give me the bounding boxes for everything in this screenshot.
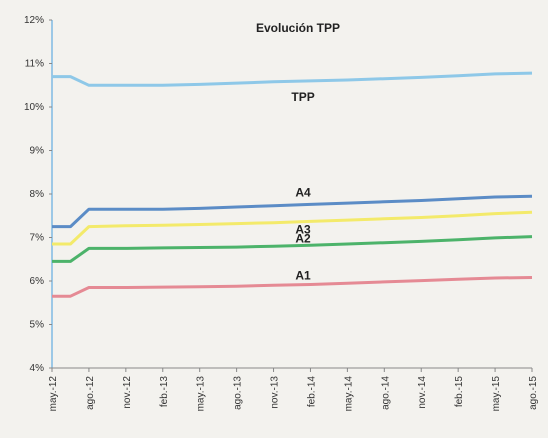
series-line-a4 bbox=[52, 194, 533, 229]
y-tick-label: 10% bbox=[24, 102, 44, 113]
series-line-a1 bbox=[52, 276, 533, 298]
x-tick-label: ago.-15 bbox=[528, 376, 539, 410]
y-tick-label: 9% bbox=[30, 146, 45, 157]
x-tick-label: may.-15 bbox=[491, 376, 502, 412]
series-line-a2 bbox=[52, 235, 533, 263]
y-tick-label: 6% bbox=[30, 276, 45, 287]
x-tick-label: may.-13 bbox=[196, 376, 207, 412]
x-tick-label: may.-14 bbox=[343, 376, 354, 412]
series-label-a4: A4 bbox=[295, 186, 311, 200]
y-tick-label: 4% bbox=[30, 363, 45, 374]
x-tick-label: may.-12 bbox=[48, 376, 59, 412]
y-tick-label: 8% bbox=[30, 189, 45, 200]
y-tick-label: 11% bbox=[25, 59, 44, 70]
series-label-a3: A3 bbox=[295, 223, 311, 237]
y-tick-label: 12% bbox=[24, 15, 44, 26]
chart-title: Evolución TPP bbox=[256, 21, 340, 35]
series-label-a2: A2 bbox=[295, 232, 311, 246]
axes: 4% 5% 6% 7% 8% 9% 10% 11% 12% may.-12 ago.-12 nov.-… bbox=[24, 15, 539, 411]
y-tick-label: 5% bbox=[30, 320, 45, 331]
x-tick-label: ago.-14 bbox=[380, 376, 391, 410]
series-line-tpp bbox=[52, 71, 533, 87]
x-tick-label: feb.-13 bbox=[159, 376, 170, 408]
x-tick-label: feb.-15 bbox=[454, 376, 465, 408]
x-tick-label: ago.-12 bbox=[85, 376, 96, 410]
series-line-a3 bbox=[52, 210, 533, 246]
x-tick-label: nov.-12 bbox=[122, 376, 133, 409]
x-tick-label: nov.-14 bbox=[417, 376, 428, 409]
series-label-a1: A1 bbox=[295, 269, 311, 283]
series-label-tpp: TPP bbox=[291, 90, 314, 104]
x-tick-label: nov.-13 bbox=[270, 376, 281, 409]
y-tick-label: 7% bbox=[30, 233, 45, 244]
x-tick-label: feb.-14 bbox=[306, 376, 317, 408]
x-tick-label: ago.-13 bbox=[233, 376, 244, 410]
series-lines bbox=[52, 71, 533, 298]
